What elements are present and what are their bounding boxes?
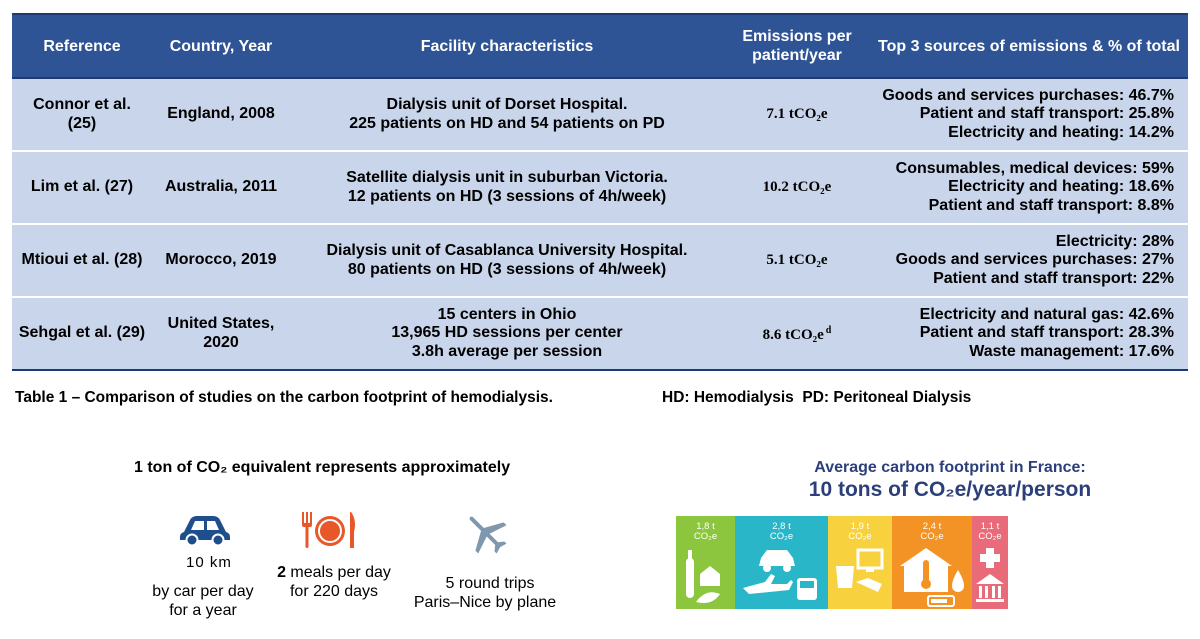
cell-reference: Lim et al. (27) bbox=[12, 150, 152, 224]
food-icon bbox=[686, 550, 720, 603]
source-line: Electricity and heating: 14.2% bbox=[948, 123, 1174, 141]
block-public-services: 1,1 t CO₂e bbox=[972, 516, 1008, 609]
meals-description: 2 meals per day for 220 days bbox=[276, 563, 392, 601]
header-facility: Facility characteristics bbox=[290, 13, 724, 78]
car-icon bbox=[178, 512, 232, 551]
block-value: 2,8 t bbox=[772, 521, 791, 532]
cell-sources: Goods and services purchases: 46.7% Pati… bbox=[870, 77, 1188, 151]
cell-country-year: England, 2008 bbox=[152, 77, 290, 151]
cell-facility: Dialysis unit of Casablanca University H… bbox=[290, 223, 724, 297]
studies-table: Reference Country, Year Facility charact… bbox=[12, 13, 1188, 371]
plane-icon bbox=[461, 508, 511, 563]
table-row: Lim et al. (27) Australia, 2011 Satellit… bbox=[12, 150, 1188, 224]
facility-line: 13,965 HD sessions per center bbox=[391, 324, 623, 342]
table-header-row: Reference Country, Year Facility charact… bbox=[12, 13, 1188, 78]
france-title: Average carbon footprint in France: bbox=[814, 459, 1086, 476]
source-line: Consumables, medical devices: 59% bbox=[895, 159, 1174, 177]
goods-icon bbox=[836, 548, 884, 592]
block-value: 2,4 t bbox=[922, 521, 942, 532]
block-value: 1,1 t bbox=[980, 521, 1000, 532]
facility-line: 15 centers in Ohio bbox=[437, 305, 577, 323]
public-services-icon bbox=[976, 548, 1004, 602]
source-line: Patient and staff transport: 22% bbox=[933, 269, 1174, 287]
cell-reference: Connor et al. (25) bbox=[12, 77, 152, 151]
cell-reference: Mtioui et al. (28) bbox=[12, 223, 152, 297]
header-emissions: Emissions per patient/year bbox=[724, 13, 870, 78]
france-footprint-blocks: 1,8 t CO₂e 2,8 t CO₂e 1,9 t CO₂e 2,4 bbox=[676, 516, 1008, 609]
cell-sources: Consumables, medical devices: 59% Electr… bbox=[870, 150, 1188, 224]
facility-line: Satellite dialysis unit in suburban Vict… bbox=[346, 169, 668, 186]
cell-emissions: 5.1 tCO₂e bbox=[724, 223, 870, 297]
block-unit: CO₂e bbox=[978, 531, 1002, 542]
cell-sources: Electricity and natural gas: 42.6% Patie… bbox=[870, 296, 1188, 371]
source-line: Electricity: 28% bbox=[1055, 232, 1174, 250]
header-sources: Top 3 sources of emissions & % of total bbox=[870, 13, 1188, 78]
cell-country-year: Australia, 2011 bbox=[152, 150, 290, 224]
block-unit: CO₂e bbox=[920, 531, 944, 542]
table-caption: Table 1 – Comparison of studies on the c… bbox=[15, 389, 553, 406]
table-row: Connor et al. (25) England, 2008 Dialysi… bbox=[12, 77, 1188, 151]
source-line: Patient and staff transport: 8.8% bbox=[928, 196, 1174, 214]
block-unit: CO₂e bbox=[769, 531, 794, 542]
block-housing: 2,4 t CO₂e bbox=[892, 516, 972, 609]
facility-line: 80 patients on HD (3 sessions of 4h/week… bbox=[347, 260, 667, 278]
source-line: Electricity and natural gas: 42.6% bbox=[919, 305, 1174, 323]
emissions-footnote-mark: d bbox=[825, 325, 832, 337]
cell-country-year: United States, 2020 bbox=[152, 296, 290, 371]
block-value: 1,8 t bbox=[696, 521, 715, 532]
cell-country-year: Morocco, 2019 bbox=[152, 223, 290, 297]
source-line: Goods and services purchases: 46.7% bbox=[882, 86, 1174, 104]
facility-line: 12 patients on HD (3 sessions of 4h/week… bbox=[347, 187, 667, 205]
transport-icon bbox=[743, 550, 817, 600]
plane-trips: 5 round trips bbox=[445, 575, 535, 592]
meals-text: meals per day for 220 days bbox=[285, 564, 391, 600]
source-line: Electricity and heating: 18.6% bbox=[948, 178, 1174, 196]
plane-description: Paris–Nice by plane bbox=[413, 594, 557, 611]
source-line: Patient and staff transport: 25.8% bbox=[919, 105, 1174, 123]
table-row: Sehgal et al. (29) United States, 2020 1… bbox=[12, 296, 1188, 371]
cell-reference: Sehgal et al. (29) bbox=[12, 296, 152, 371]
header-country-year: Country, Year bbox=[152, 13, 290, 78]
header-reference: Reference bbox=[12, 13, 152, 78]
cell-emissions: 8.6 tCO₂e d bbox=[724, 296, 870, 371]
block-transport: 2,8 t CO₂e bbox=[735, 516, 828, 609]
france-subtitle: 10 tons of CO₂e/year/person bbox=[808, 478, 1092, 501]
facility-line: 3.8h average per session bbox=[411, 342, 603, 360]
block-unit: CO₂e bbox=[848, 531, 872, 542]
abbreviations-note: HD: Hemodialysis PD: Peritoneal Dialysis bbox=[662, 389, 972, 406]
cell-emissions: 7.1 tCO₂e bbox=[724, 77, 870, 151]
source-line: Patient and staff transport: 28.3% bbox=[919, 324, 1174, 342]
meals-count: 2 bbox=[277, 564, 286, 581]
cell-emissions: 10.2 tCO₂e bbox=[724, 150, 870, 224]
car-description: by car per day for a year bbox=[152, 583, 254, 619]
equivalents-title: 1 ton of CO₂ equivalent represents appro… bbox=[134, 459, 511, 476]
facility-line: Dialysis unit of Casablanca University H… bbox=[326, 242, 688, 259]
plate-icon bbox=[299, 510, 359, 555]
cell-facility: Satellite dialysis unit in suburban Vict… bbox=[290, 150, 724, 224]
cell-facility: Dialysis unit of Dorset Hospital. 225 pa… bbox=[290, 77, 724, 151]
block-goods: 1,9 t CO₂e bbox=[828, 516, 892, 609]
emissions-value: 5.1 tCO₂e bbox=[766, 252, 828, 269]
facility-line: 225 patients on HD and 54 patients on PD bbox=[349, 114, 665, 132]
emissions-value: 10.2 tCO₂e bbox=[762, 179, 832, 196]
block-value: 1,9 t bbox=[850, 521, 870, 532]
block-unit: CO₂e bbox=[693, 531, 718, 542]
housing-icon bbox=[900, 548, 964, 607]
car-distance: 10 km bbox=[186, 554, 232, 571]
block-food: 1,8 t CO₂e bbox=[676, 516, 735, 609]
facility-line: Dialysis unit of Dorset Hospital. bbox=[386, 96, 628, 113]
source-line: Goods and services purchases: 27% bbox=[895, 251, 1174, 269]
cell-facility: 15 centers in Ohio 13,965 HD sessions pe… bbox=[290, 296, 724, 371]
source-line: Waste management: 17.6% bbox=[969, 342, 1174, 360]
cell-sources: Electricity: 28% Goods and services purc… bbox=[870, 223, 1188, 297]
table-row: Mtioui et al. (28) Morocco, 2019 Dialysi… bbox=[12, 223, 1188, 297]
emissions-value: 8.6 tCO₂e bbox=[762, 327, 824, 344]
emissions-value: 7.1 tCO₂e bbox=[766, 106, 828, 123]
